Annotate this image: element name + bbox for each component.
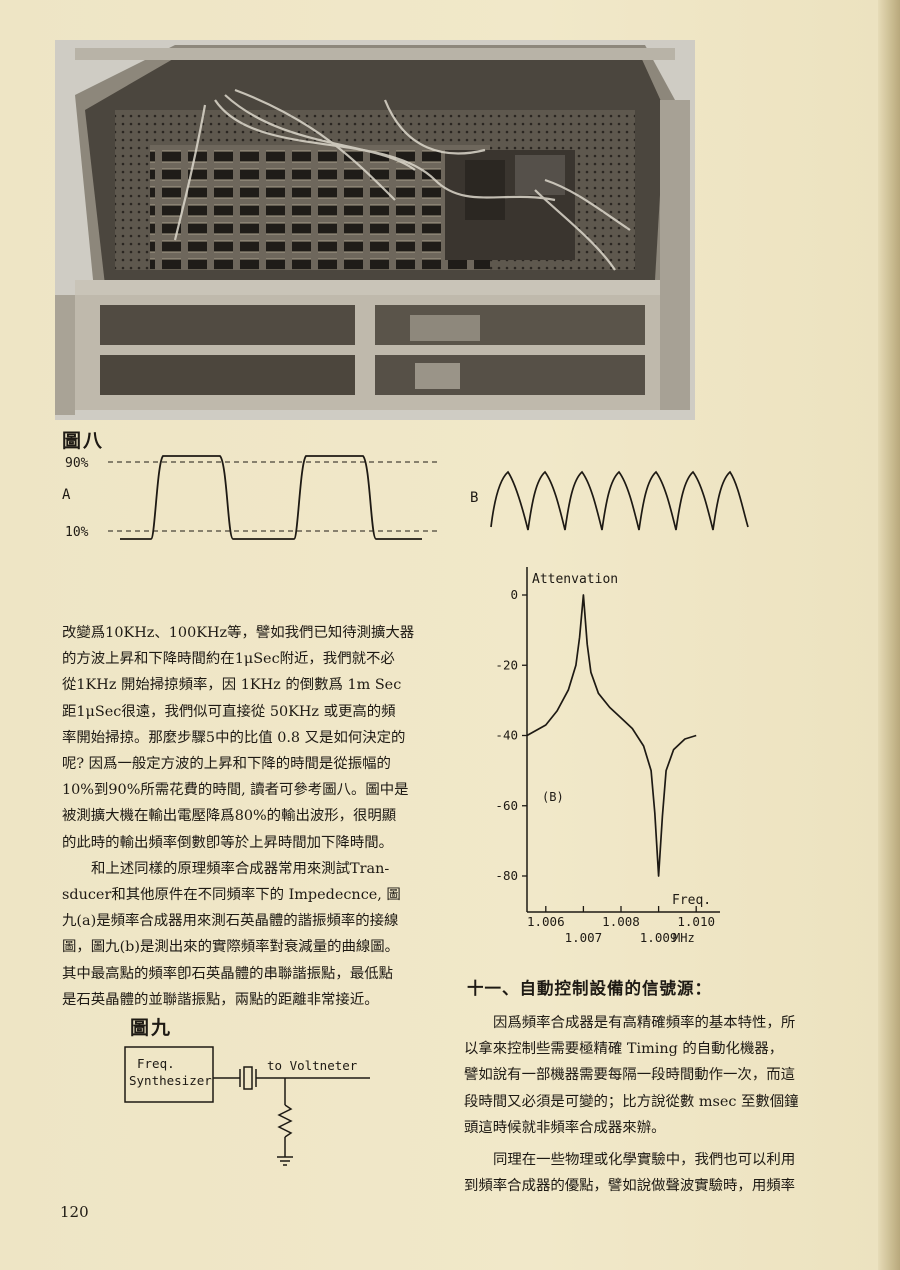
right-text-line: 同理在一些物理或化學實驗中，我們也可以利用 <box>493 1152 796 1169</box>
label-90: 90% <box>65 456 89 471</box>
x-tick-label: 1.006 <box>527 914 565 929</box>
chassis-photo <box>55 40 695 420</box>
ground-symbol <box>277 1156 293 1166</box>
left-text-line: 率開始掃掠。那麼步驟5中的比值 0.8 又是如何決定的 <box>62 729 406 746</box>
left-text-line: 距1μSec很遠，我們似可直接從 50KHz 或更高的頻 <box>62 703 396 720</box>
plot-b: B <box>470 470 749 531</box>
left-text-line: 九(a)是頻率合成器用來測石英晶體的諧振頻率的接線 <box>62 913 399 930</box>
y-tick-label: -80 <box>495 868 518 883</box>
right-text-line: 因爲頻率合成器是有高精確頻率的基本特性，所 <box>493 1015 796 1031</box>
box-line2: Synthesizer <box>129 1073 212 1088</box>
right-text-line: 段時間又必須是可變的；比方說從數 msec 至數個鐘 <box>464 1093 799 1110</box>
y-tick-label: -40 <box>495 728 518 743</box>
plot-a: 90% 10% A <box>62 455 440 540</box>
right-text-line: 譬如說有一部機器需要每隔一段時間動作一次，而這 <box>464 1067 795 1084</box>
plot-a-name: A <box>62 487 71 503</box>
left-body-text: 改變爲10KHz、100KHz等，譬如我們已知待測擴大器 的方波上昇和下降時間約… <box>62 620 432 1013</box>
label-10: 10% <box>65 525 89 540</box>
circuit-diagram: Freq. Synthesizer to Voltneter <box>124 1046 370 1166</box>
right-text-line: 以拿來控制些需要極精確 Timing 的自動化機器， <box>464 1041 784 1058</box>
left-text-line: 10%到90%所需花費的時間, 讀者可參考圖八。圖中是 <box>62 782 409 799</box>
attenuation-chart: Attenvation Freq. MHz (B) 0 -20 -40 -60 -80 1… <box>495 567 720 945</box>
section-heading: 十一、自動控制設備的信號源： <box>467 979 712 998</box>
x-tick-label: 1.009 <box>640 930 678 945</box>
left-text-line: 從1KHz 開始掃掠頻率，因 1KHz 的倒數爲 1m Sec <box>62 677 402 694</box>
left-text-line: 和上述同樣的原理頻率合成器常用來測試Tran- <box>91 860 390 877</box>
plot-b-name: B <box>470 490 478 506</box>
left-text-line: sducer和其他原件在不同頻率下的 Impedecnce, 圖 <box>62 887 401 904</box>
left-text-line: 其中最高點的頻率卽石英晶體的串聯諧振點，最低點 <box>62 965 393 982</box>
x-tick-label: 1.008 <box>602 914 640 929</box>
left-text-line: 被測擴大機在輸出電壓降爲80%的輸出波形，很明顯 <box>62 808 397 825</box>
chart-annotation: (B) <box>542 790 564 804</box>
x-tick-label: 1.010 <box>677 914 715 929</box>
left-text-line: 的方波上昇和下降時間約在1μSec附近，我們就不必 <box>62 651 395 668</box>
right-text-line: 頭這時候就非頻率合成器來辦。 <box>464 1119 666 1136</box>
resistor-symbol <box>277 1104 293 1138</box>
left-text-line: 圖，圖九(b)是測出來的實際頻率對衰減量的曲線圖。 <box>62 939 400 956</box>
y-tick-label: -20 <box>495 657 518 672</box>
right-body-text: 因爲頻率合成器是有高精確頻率的基本特性，所 以拿來控制些需要極精確 Timing… <box>464 1010 834 1199</box>
square-wave <box>120 455 422 540</box>
crystal-symbol <box>239 1066 257 1090</box>
left-text-line: 是石英晶體的並聯諧振點，兩點的距離非常接近。 <box>62 991 379 1008</box>
page-number: 120 <box>60 1203 89 1221</box>
figure8-label: 圖八 <box>62 430 105 452</box>
left-text-line: 的此時的輸出頻率倒數卽等於上昇時間加下降時間。 <box>62 834 393 851</box>
attenuation-curve <box>526 594 697 877</box>
x-axis-label: Freq. <box>672 893 711 908</box>
y-axis-label: Attenvation <box>532 572 618 587</box>
page-binding-edge <box>878 0 900 1270</box>
box-line1: Freq. <box>137 1056 175 1071</box>
meter-label: to Voltneter <box>267 1058 358 1073</box>
y-tick-label: 0 <box>510 587 518 602</box>
x-tick-label: 1.007 <box>565 930 603 945</box>
right-text-line: 到頻率合成器的優點，譬如說做聲波實驗時，用頻率 <box>464 1178 795 1195</box>
sawtooth-wave <box>490 470 749 531</box>
left-text-line: 改變爲10KHz、100KHz等，譬如我們已知待測擴大器 <box>62 625 415 641</box>
left-text-line: 呢? 因爲一般定方波的上昇和下降的時間是從振幅的 <box>62 756 391 773</box>
x-unit-label: MHz <box>673 931 695 945</box>
y-tick-label: -60 <box>495 798 518 813</box>
synthesizer-box <box>124 1046 214 1103</box>
figure9-label: 圖九 <box>130 1017 173 1039</box>
